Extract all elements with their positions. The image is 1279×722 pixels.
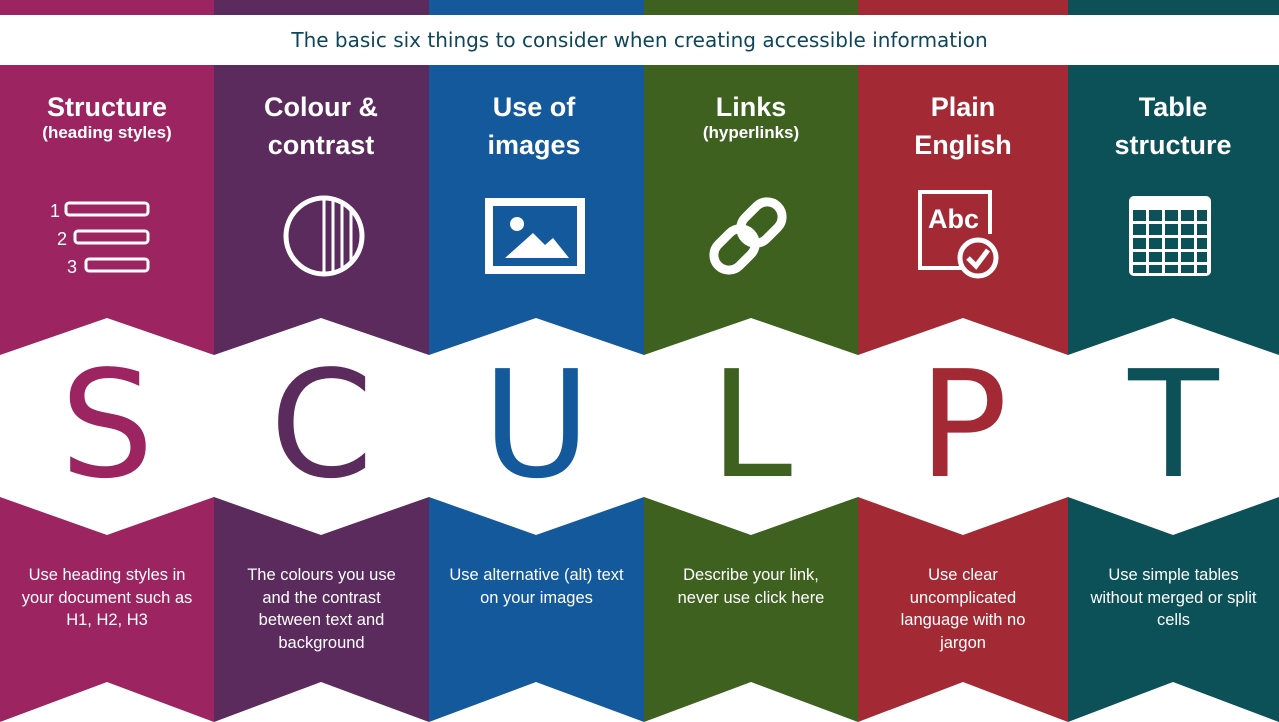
column-title: Use of images (487, 92, 581, 160)
column-plain-english: Plain English Abc P Use clear uncomplica… (858, 0, 1068, 722)
numbered-list-icon: 1 2 3 (0, 186, 214, 282)
column-title: Colour & contrast (264, 92, 378, 160)
sculpt-letter: P (918, 339, 1008, 511)
abc-check-icon: Abc (858, 186, 1068, 282)
svg-text:1: 1 (50, 201, 60, 221)
column-description: Use heading styles in your document such… (21, 566, 193, 629)
column-title: Table structure (1114, 92, 1232, 160)
link-chain-icon (644, 186, 858, 282)
column-subtitle: (hyperlinks) (702, 123, 800, 142)
column-description: The colours you use and the contrast bet… (247, 566, 396, 652)
sculpt-letter: T (1128, 339, 1219, 511)
bottom-band (1068, 497, 1279, 722)
contrast-circle-icon (214, 186, 429, 282)
column-table: Table structure T Use simple tables with… (1068, 0, 1279, 722)
top-band (429, 0, 644, 355)
top-band (644, 0, 858, 355)
sculpt-letter: C (269, 339, 374, 511)
svg-text:Abc: Abc (928, 204, 979, 234)
top-band (858, 0, 1068, 355)
column-structure: Structure (heading styles) 1 2 3 S Use h… (0, 0, 214, 722)
column-colour: Colour & contrast C The colours you use … (214, 0, 429, 722)
svg-text:3: 3 (67, 257, 77, 277)
column-description: Use alternative (alt) text on your image… (449, 566, 624, 607)
top-band (1068, 0, 1279, 355)
svg-text:2: 2 (57, 229, 67, 249)
top-band (0, 0, 214, 355)
column-images: Use of images U Use alternative (alt) te… (429, 0, 644, 722)
header-banner: The basic six things to consider when cr… (0, 15, 1279, 65)
column-description: Describe your link, never use click here (677, 566, 825, 607)
table-grid-icon (1068, 186, 1279, 282)
top-band (214, 0, 429, 355)
sculpt-letter: S (60, 339, 154, 511)
column-title: Plain English (914, 92, 1012, 160)
bottom-band (644, 497, 858, 722)
column-title: Links (hyperlinks) (644, 88, 858, 144)
image-icon (429, 186, 644, 282)
column-description: Use clear uncomplicated language with no… (900, 566, 1026, 652)
sculpt-letter: L (709, 339, 793, 511)
column-description: Use simple tables without merged or spli… (1090, 566, 1257, 629)
bottom-band (214, 497, 429, 722)
bottom-band (858, 497, 1068, 722)
header-title: The basic six things to consider when cr… (291, 28, 988, 52)
sculpt-letter: U (482, 339, 591, 511)
column-subtitle: (heading styles) (42, 123, 172, 142)
column-links: Links (hyperlinks) L Describe your link,… (644, 0, 858, 722)
column-title: Structure (heading styles) (0, 88, 214, 144)
bottom-band (429, 497, 644, 722)
bottom-band (0, 497, 214, 722)
